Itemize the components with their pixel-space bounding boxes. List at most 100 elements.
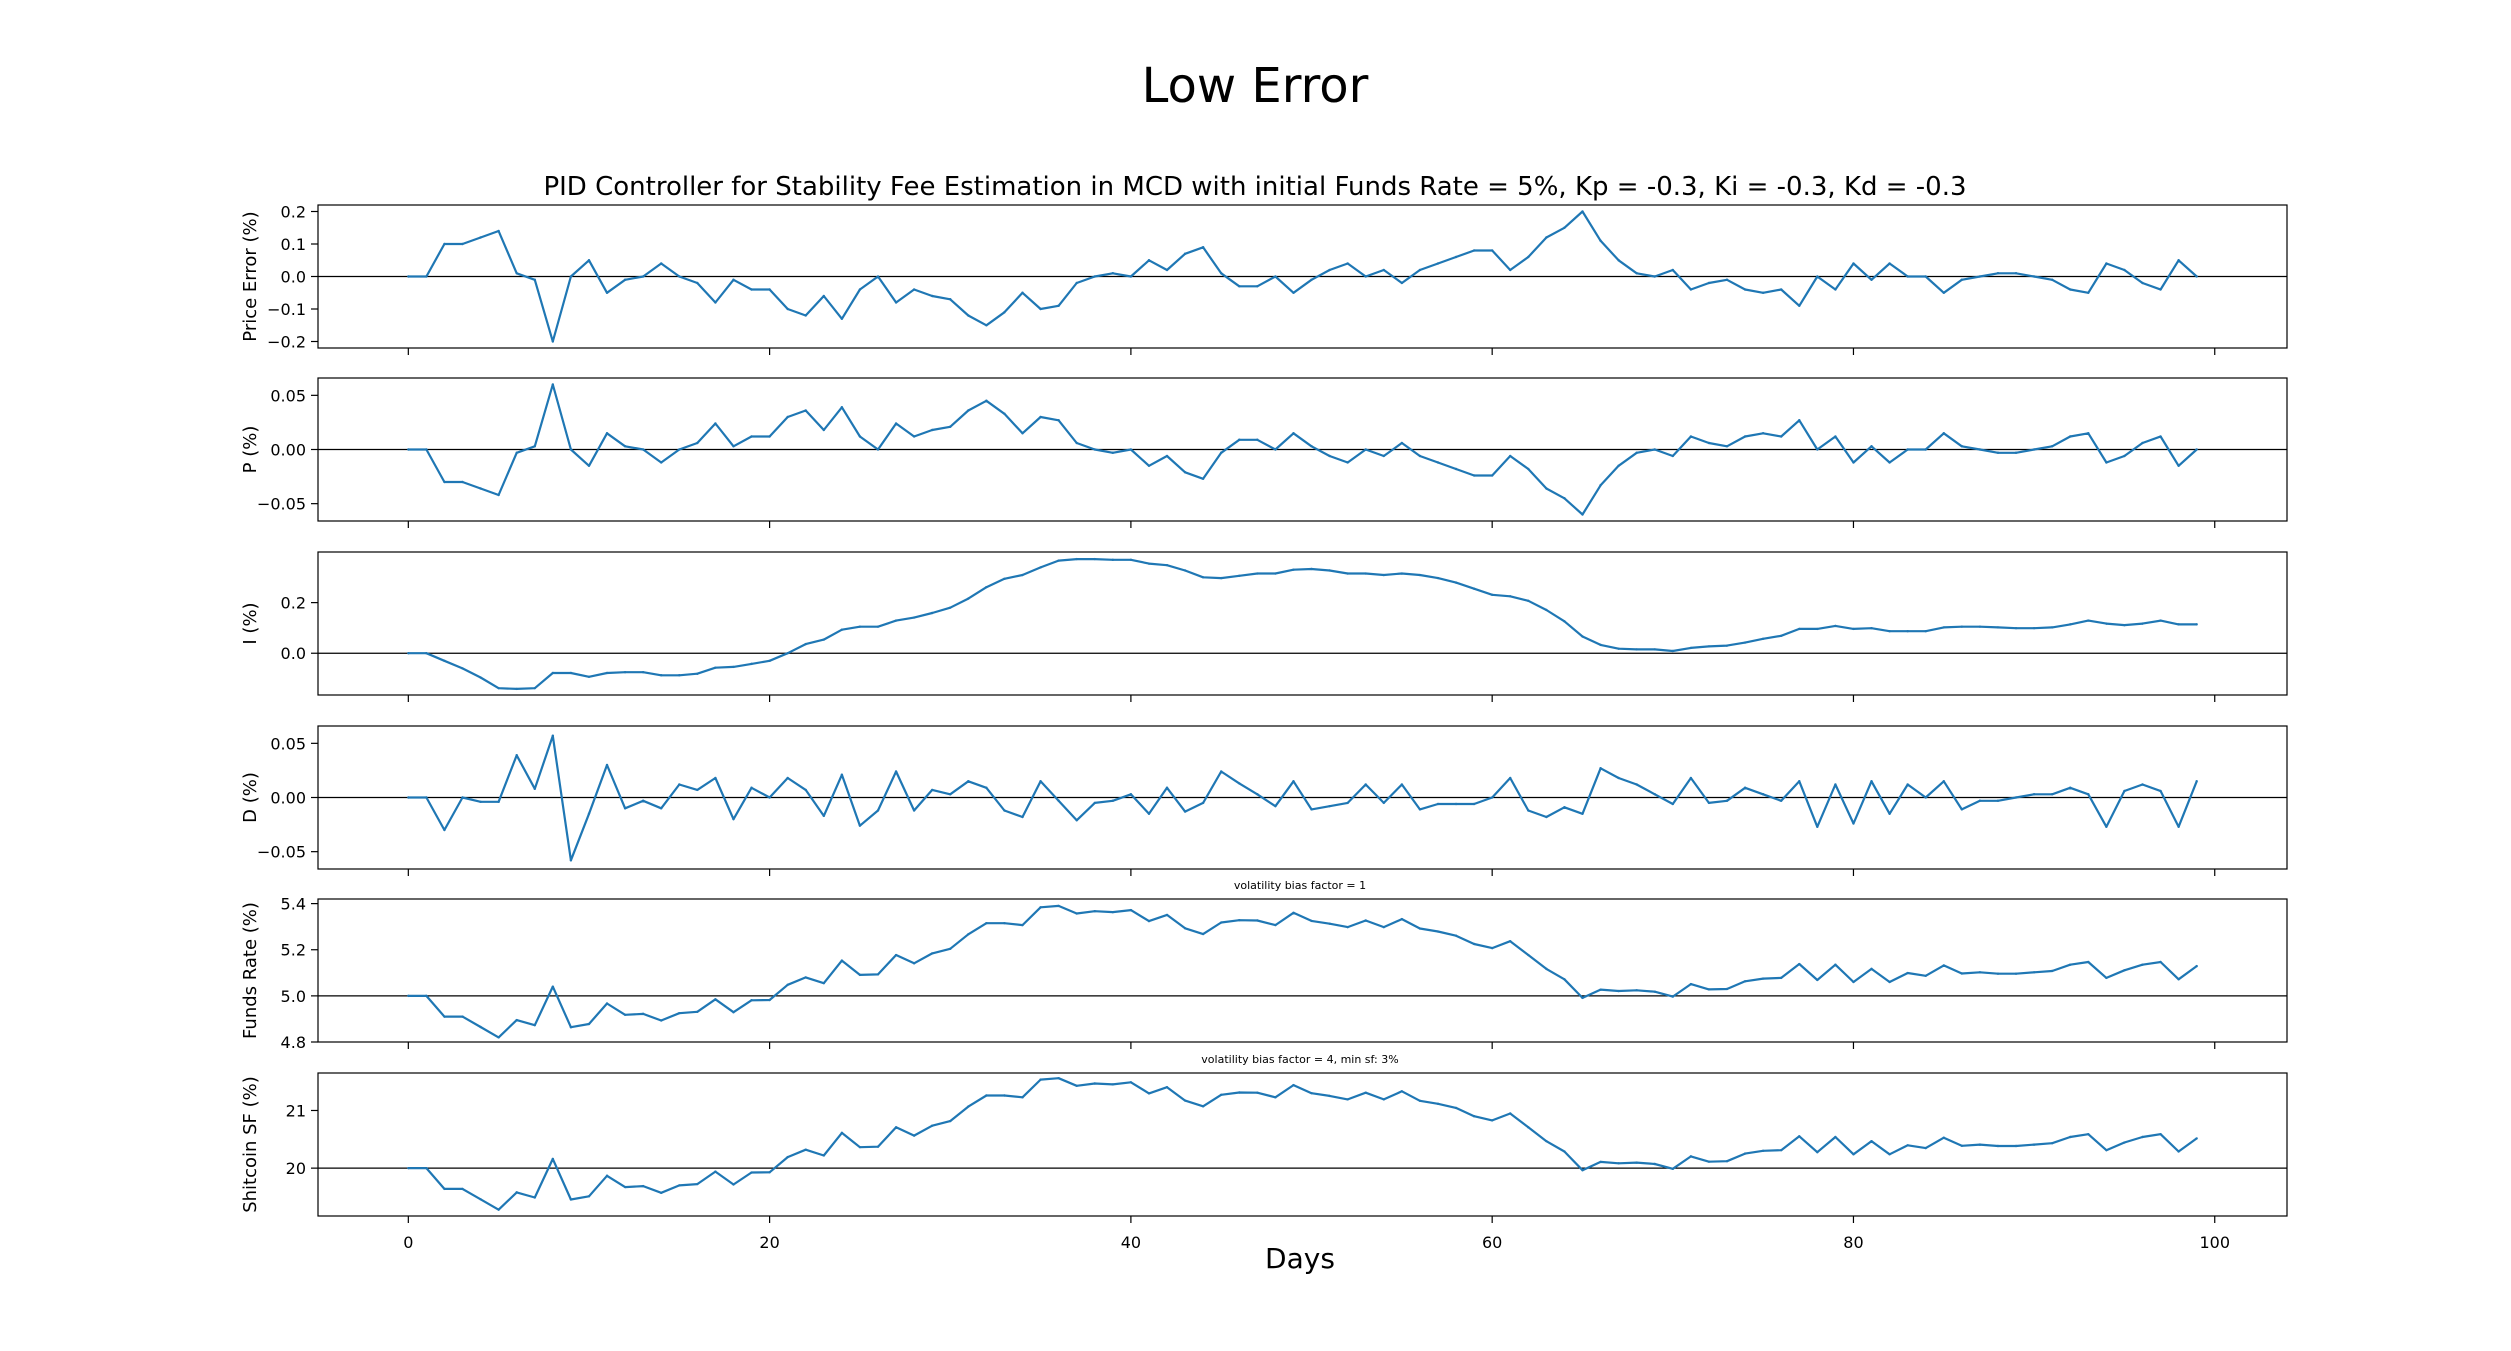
price-error-data-point: [587, 259, 591, 262]
d-term-data-point: [732, 817, 735, 821]
p-term-data-point: [1021, 432, 1024, 435]
price-error-data-point: [623, 278, 627, 281]
funds-rate-data-point: [768, 998, 771, 1002]
i-term-data-point: [696, 672, 699, 675]
d-term-ytick-label: −0.05: [257, 843, 306, 862]
p-term-data-point: [1852, 461, 1855, 464]
d-term-data-point: [1798, 780, 1801, 783]
p-term-data-point: [515, 451, 518, 454]
shitcoin-sf-data-point: [551, 1157, 555, 1161]
d-term-data-point: [876, 809, 880, 812]
price-error-data-point: [1003, 311, 1006, 314]
d-term-data-point: [1635, 783, 1638, 786]
i-term-data-point: [1635, 648, 1638, 651]
d-term-data-point: [1201, 801, 1205, 805]
funds-rate-data-point: [1671, 995, 1675, 998]
i-term-data-point: [1906, 630, 1909, 633]
shitcoin-sf-data-point: [840, 1131, 844, 1135]
p-term-data-point: [1075, 441, 1078, 445]
d-term-data-point: [1581, 812, 1584, 815]
i-term-data-point: [1201, 576, 1205, 579]
p-term-data-point: [714, 422, 717, 425]
p-term-data-point: [1545, 487, 1548, 490]
funds-rate-ytick-label: 5.0: [281, 987, 306, 1006]
price-error-data-point: [1834, 288, 1837, 291]
price-error-data-point: [1852, 262, 1855, 265]
subplot-d-term: −0.05 0.00 0.05 D (%): [240, 725, 2288, 876]
d-term-data-point: [569, 859, 573, 862]
price-error-data-point: [894, 301, 898, 304]
funds-rate-data-point: [1454, 934, 1458, 937]
funds-rate-data-point: [1436, 930, 1440, 933]
p-term-data-point: [2195, 448, 2198, 451]
shitcoin-sf-data-point: [1798, 1135, 1801, 1138]
d-term-ylabel: D (%): [240, 772, 261, 823]
i-term-data-point: [1075, 557, 1078, 561]
p-term-data-point: [1798, 419, 1801, 422]
p-term-data-point: [425, 448, 428, 451]
funds-rate-data-point: [425, 994, 428, 998]
p-term-data-point: [1635, 451, 1638, 454]
d-term-data-point: [1888, 812, 1891, 815]
price-error-data-point: [912, 288, 916, 291]
funds-rate-data-point: [461, 1015, 464, 1018]
d-term-data-point: [425, 796, 428, 799]
price-error-data-point: [1761, 291, 1765, 294]
shitcoin-sf-data-point: [1039, 1078, 1042, 1081]
price-error-data-point: [1147, 259, 1151, 262]
price-error-data-point: [1418, 268, 1422, 272]
funds-rate-data-point: [1238, 919, 1241, 922]
i-term-data-point: [967, 597, 970, 600]
price-error-ytick-label: −0.1: [267, 300, 306, 319]
price-error-data-point: [1870, 278, 1873, 281]
i-term-data-point: [1256, 572, 1259, 575]
d-term-data-point: [930, 788, 934, 792]
i-term-data-point: [1454, 581, 1458, 584]
funds-rate-data-point: [1960, 972, 1964, 975]
shitcoin-sf-data-point: [912, 1134, 916, 1137]
d-term-data-point: [1039, 780, 1042, 783]
funds-rate-data-point: [1743, 980, 1747, 983]
price-error-data-point: [407, 275, 410, 278]
funds-rate-data-point: [1111, 910, 1115, 914]
d-term-data-point: [1978, 799, 1982, 802]
funds-rate-data-point: [1346, 925, 1349, 929]
shitcoin-sf-data-point: [1274, 1096, 1277, 1099]
i-term-data-point: [623, 671, 627, 674]
funds-rate-data-point: [1509, 940, 1512, 943]
p-term-data-point: [2141, 441, 2144, 445]
shitcoin-sf-data-point: [660, 1191, 663, 1195]
p-term-data-point: [876, 448, 880, 451]
d-term-data-point: [1527, 809, 1530, 812]
price-error-data-point: [858, 288, 862, 291]
d-term-ytick-label: 0.05: [270, 734, 306, 753]
price-error-data-point: [822, 294, 825, 298]
p-term-data-point: [479, 487, 482, 490]
price-error-data-point: [443, 242, 446, 246]
shitcoin-sf-data-point: [2123, 1141, 2126, 1144]
shitcoin-sf-data-point: [804, 1148, 807, 1151]
shitcoin-sf-data-point: [1490, 1119, 1494, 1122]
d-term-data-point: [1870, 780, 1873, 783]
price-error-data-point: [1707, 281, 1711, 285]
price-error-data-point: [1093, 275, 1096, 278]
funds-rate-data-point: [1256, 919, 1259, 922]
funds-rate-data-point: [1364, 919, 1367, 922]
shitcoin-sf-data-point: [1183, 1099, 1187, 1102]
funds-rate-data-point: [1310, 919, 1313, 923]
price-error-data-point: [1653, 275, 1656, 278]
price-error-data-point: [930, 294, 934, 298]
d-term-data-point: [949, 793, 952, 796]
d-term-data-point: [1942, 780, 1945, 783]
shitcoin-sf-data-point: [1545, 1139, 1548, 1143]
p-term-data-point: [1888, 461, 1891, 464]
i-term-data-point: [912, 616, 916, 619]
price-error-data-point: [876, 275, 880, 278]
funds-rate-data-point: [1292, 911, 1295, 915]
price-error-data-point: [1400, 281, 1404, 285]
subplot-i-term: 0.0 0.2 I (%): [240, 551, 2288, 702]
i-term-data-point: [1346, 572, 1349, 575]
price-error-data-point: [2087, 291, 2090, 294]
i-term-data-point: [804, 642, 807, 646]
p-term-data-point: [1707, 441, 1711, 445]
